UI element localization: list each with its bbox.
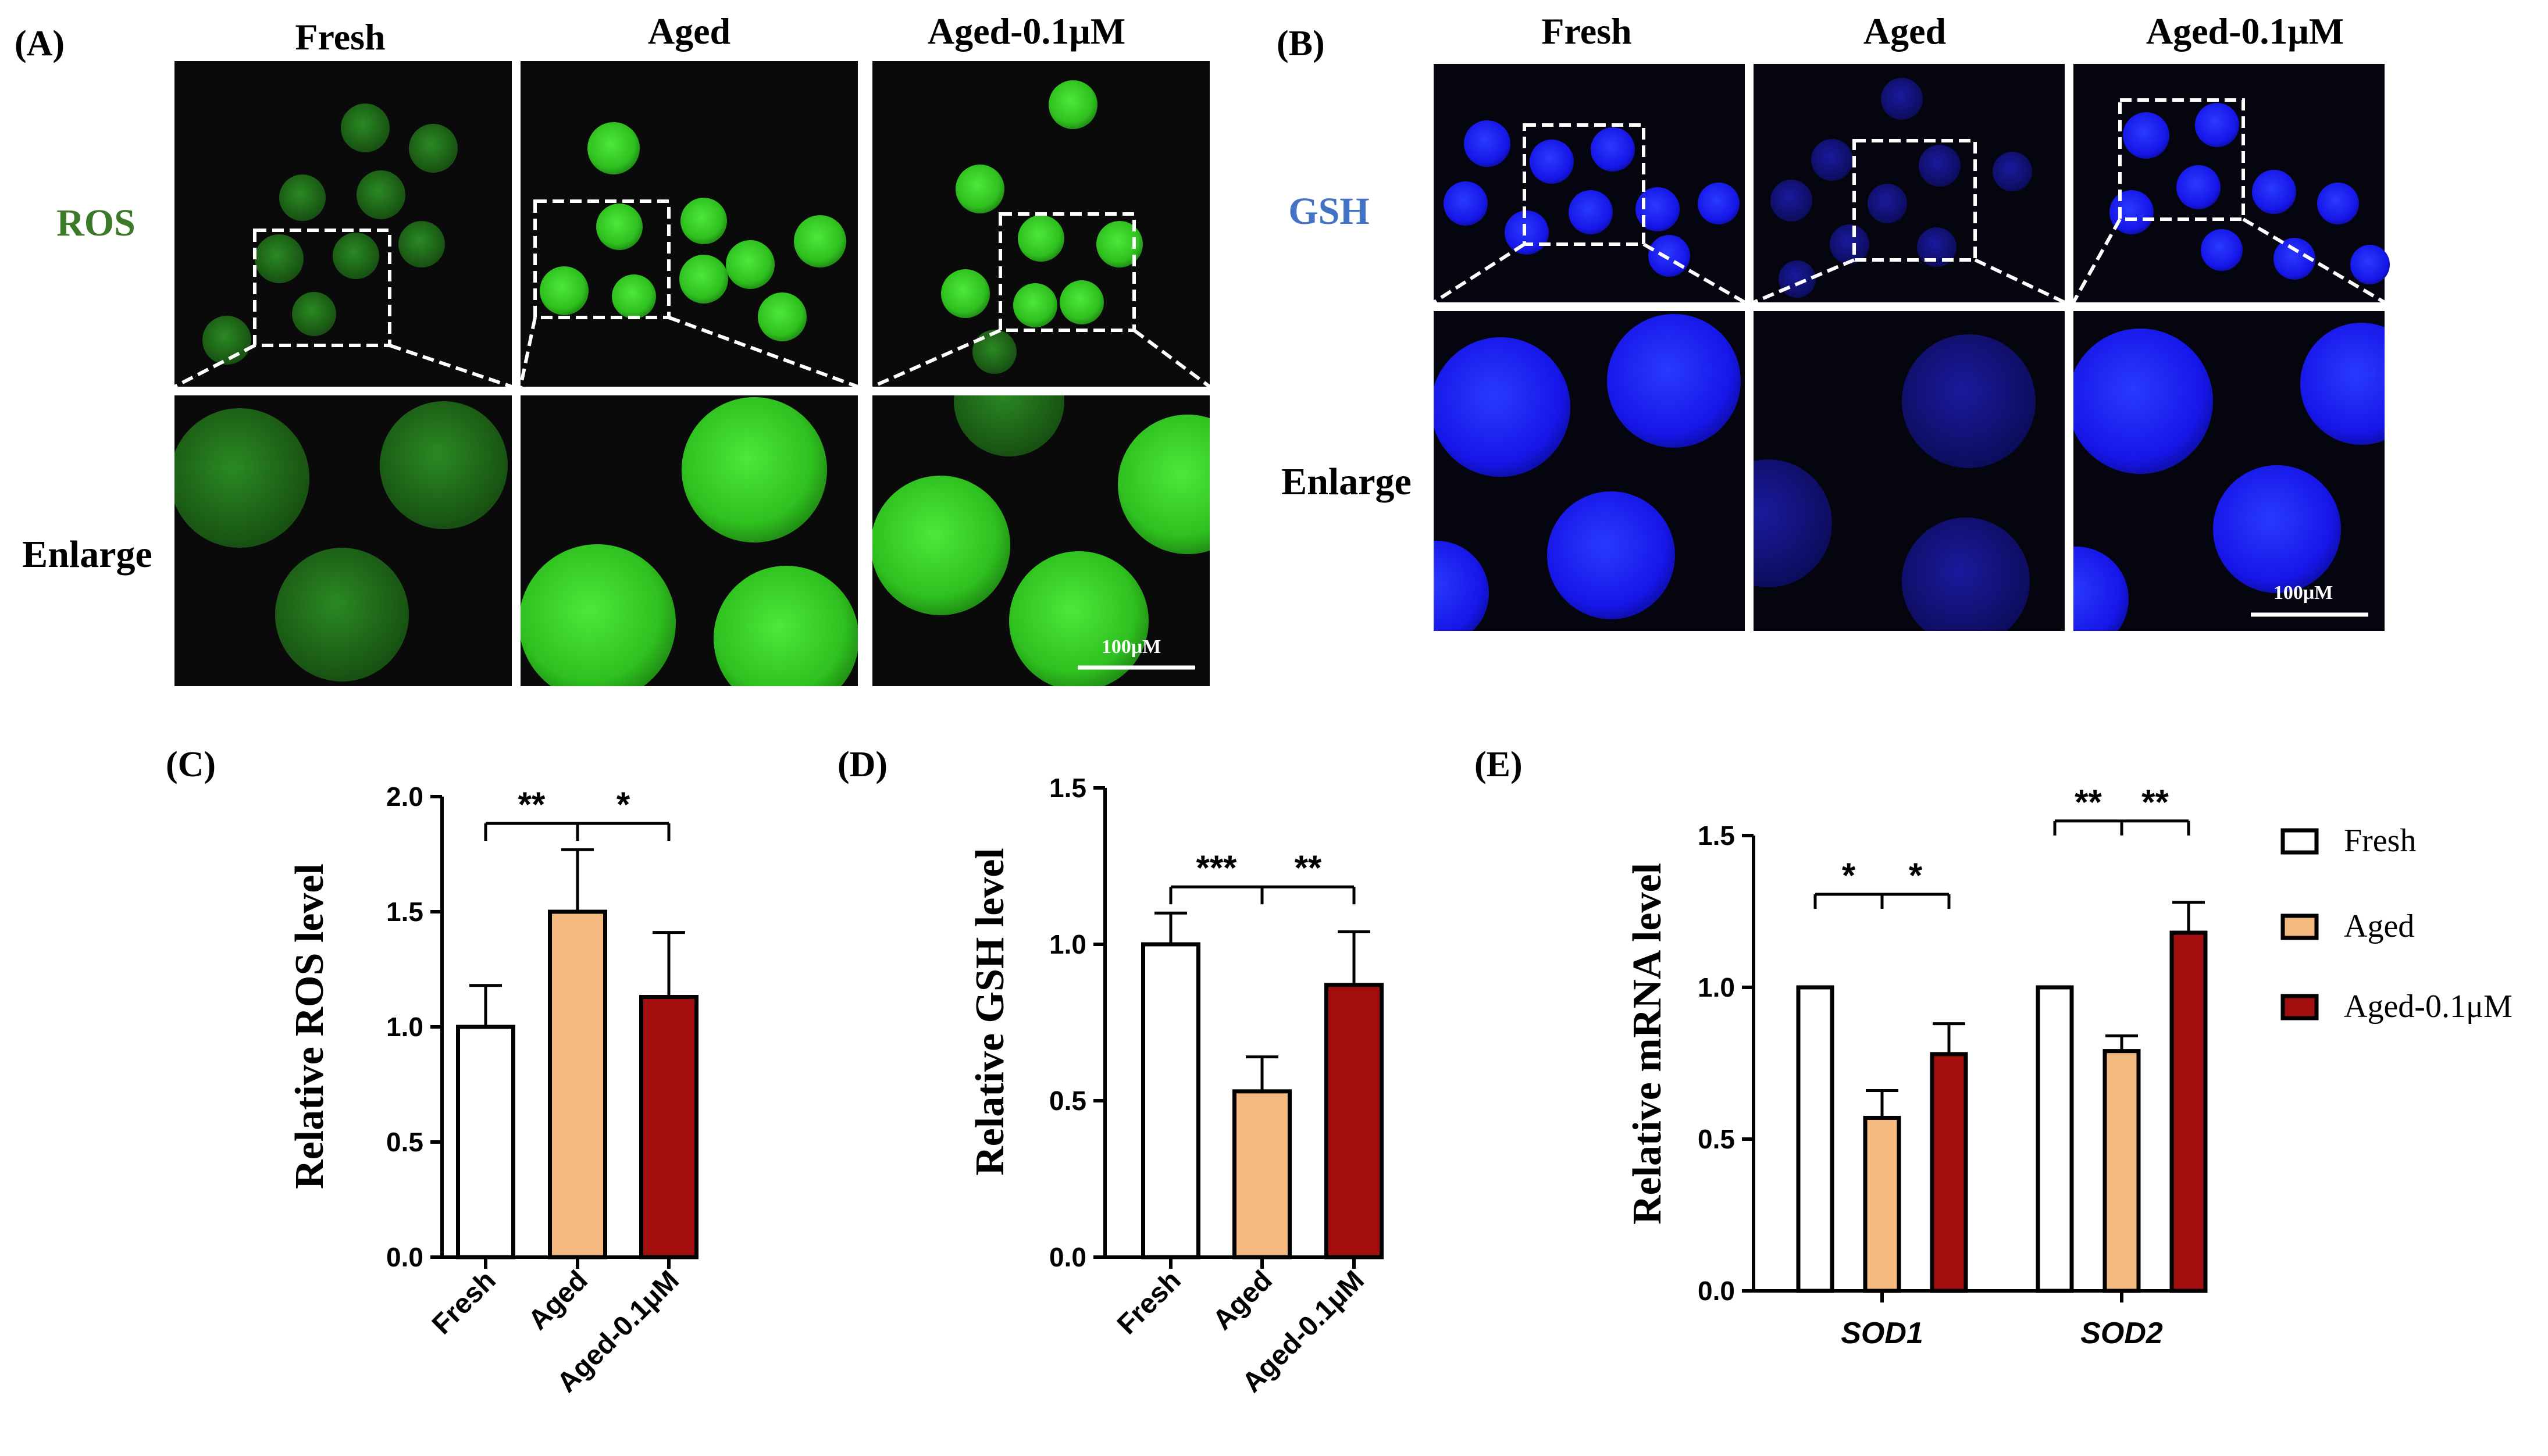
y-tick-label: 1.0: [1698, 972, 1735, 1002]
y-tick-label: 2.0: [386, 781, 423, 812]
row-label-gsh: GSH: [1288, 190, 1369, 233]
bar-fresh-sod2: [2036, 985, 2074, 1293]
sig-label: ***: [1196, 848, 1237, 887]
row-label-enlarge-a: Enlarge: [22, 533, 152, 576]
panel-a: (A) Fresh Aged Aged-0.1μM ROS Enlarge: [15, 10, 1211, 686]
legend-swatch: [2280, 828, 2319, 855]
panel-label-b: (B): [1277, 24, 1325, 63]
bar-aged: [548, 909, 607, 1259]
col-label-aged: Aged: [648, 10, 730, 52]
bar-fresh-sod1: [1796, 985, 1834, 1293]
col-label-aged-b: Aged: [1863, 10, 1946, 52]
bar-aged-0-1-m-sod2: [2169, 930, 2208, 1293]
y-tick-label: 1.5: [1049, 773, 1086, 803]
panel-b: (B) Fresh Aged Aged-0.1μM GSH Enlarge: [1277, 10, 2390, 631]
image-ros-fresh: [173, 61, 512, 388]
image-gsh-aged-enlarge: [1754, 311, 2065, 631]
bar-aged-0-1-m: [639, 995, 699, 1259]
legend: Fresh Aged Aged-0.1μM: [2280, 823, 2513, 1025]
image-gsh-aged-01: [2072, 64, 2390, 304]
panel-label-e: (E): [1474, 745, 1523, 784]
legend-label: Fresh: [2344, 823, 2416, 859]
scale-bar-a: 100μM: [1102, 636, 1161, 658]
bar-fresh: [456, 1025, 515, 1259]
image-gsh-aged-01-enlarge: 100μM: [2073, 311, 2385, 631]
legend-swatch: [2280, 994, 2319, 1020]
sig-label: **: [2141, 783, 2169, 822]
col-label-aged-01: Aged-0.1μM: [928, 10, 1125, 52]
image-ros-aged-01: [871, 61, 1211, 388]
image-ros-aged: [519, 61, 859, 388]
sig-label: **: [2075, 783, 2102, 822]
col-label-aged-01-b: Aged-0.1μM: [2146, 10, 2344, 52]
x-tick-label: Fresh: [426, 1265, 502, 1340]
panel-label-a: (A): [15, 24, 65, 63]
legend-label: Aged-0.1μM: [2344, 988, 2513, 1025]
x-tick-label-sod1: SOD1: [1841, 1316, 1923, 1350]
bar-fresh: [1141, 942, 1200, 1259]
col-label-fresh: Fresh: [295, 16, 385, 58]
x-tick-label: Aged: [522, 1265, 593, 1336]
scale-bar-b: 100μM: [2273, 582, 2333, 604]
ylabel-c: Relative ROS level: [287, 863, 332, 1189]
bar-aged-sod2: [2102, 1049, 2141, 1293]
y-tick-label: 0.5: [1698, 1124, 1735, 1154]
y-tick-label: 0.5: [386, 1127, 423, 1157]
legend-swatch: [2280, 913, 2319, 940]
row-label-enlarge-b: Enlarge: [1281, 461, 1412, 503]
sig-label: **: [518, 785, 546, 824]
bar-aged-sod1: [1863, 1115, 1901, 1293]
x-tick-label-sod2: SOD2: [2080, 1316, 2163, 1350]
y-tick-label: 0.0: [1698, 1276, 1735, 1306]
chart-e: (E) Relative mRNA level 0.0 0.5 1.0 1.5 SOD1…: [1474, 745, 2208, 1350]
sig-label: *: [1909, 856, 1923, 895]
bar-aged-0-1-m: [1324, 983, 1384, 1259]
x-tick-label: Fresh: [1111, 1265, 1187, 1340]
panel-label-d: (D): [838, 745, 888, 784]
y-tick-label: 1.5: [386, 897, 423, 927]
y-tick-label: 0.5: [1049, 1086, 1086, 1116]
row-label-ros: ROS: [56, 202, 136, 244]
ylabel-e: Relative mRNA level: [1625, 863, 1670, 1225]
image-ros-fresh-enlarge: [174, 395, 512, 686]
image-ros-aged-01-enlarge: 100μM: [872, 395, 1210, 686]
panel-label-c: (C): [166, 745, 216, 784]
col-label-fresh-b: Fresh: [1541, 10, 1631, 52]
image-gsh-aged: [1752, 64, 2066, 304]
chart-c: (C) Relative ROS level 0.0 0.5 1.0 1.5 2.0 Fr…: [166, 745, 699, 1398]
image-ros-aged-enlarge: [521, 395, 858, 686]
sig-label: *: [616, 785, 630, 824]
bar-aged-0-1-m-sod1: [1930, 1052, 1968, 1293]
bar-aged: [1232, 1089, 1292, 1259]
y-tick-label: 0.0: [386, 1242, 423, 1272]
image-gsh-fresh-enlarge: [1434, 311, 1745, 631]
chart-d: (D) Relative GSH level 0.0 0.5 1.0 1.5 Fresh…: [838, 745, 1384, 1398]
y-tick-label: 0.0: [1049, 1242, 1086, 1272]
image-gsh-fresh: [1432, 64, 1746, 304]
ylabel-d: Relative GSH level: [968, 848, 1013, 1176]
y-tick-label: 1.5: [1698, 820, 1735, 851]
y-tick-label: 1.0: [1049, 929, 1086, 959]
legend-label: Aged: [2344, 908, 2414, 944]
sig-label: *: [1842, 856, 1856, 895]
sig-label: **: [1295, 848, 1322, 887]
y-tick-label: 1.0: [386, 1012, 423, 1042]
x-tick-label: Aged: [1207, 1265, 1278, 1336]
